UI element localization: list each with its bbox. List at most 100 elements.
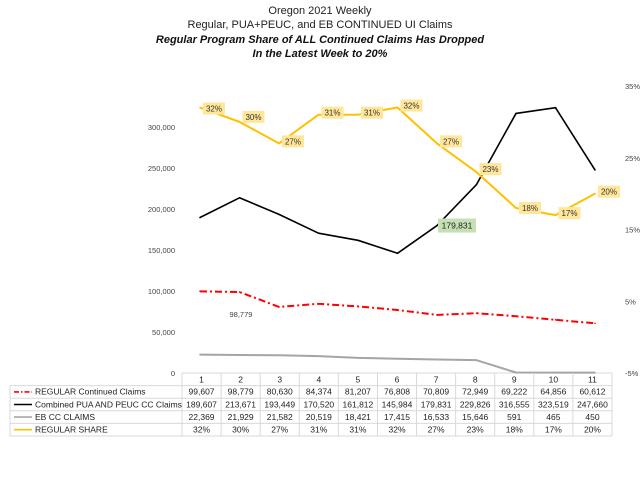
- series-line-0: [199, 290, 596, 325]
- data-point: [278, 213, 280, 216]
- data-point: [515, 207, 517, 209]
- data-point: [515, 315, 517, 318]
- share-label: 32%: [206, 105, 222, 114]
- table-cell: 20%: [584, 425, 601, 435]
- data-point: [238, 121, 241, 123]
- data-point: [515, 112, 517, 115]
- data-point: [278, 354, 280, 357]
- data-point: [317, 113, 320, 116]
- table-cell: 64,856: [540, 387, 566, 397]
- data-point: [436, 314, 438, 316]
- legend-entry: Combined PUA AND PEUC CC Claims: [35, 399, 182, 409]
- table-cell: 31%: [349, 425, 366, 435]
- share-label: 31%: [364, 109, 380, 118]
- table-cell: 31%: [310, 425, 327, 435]
- share-label: 30%: [245, 113, 261, 122]
- data-point: [475, 312, 478, 314]
- data-point: [199, 106, 201, 109]
- table-cell: 21,582: [267, 412, 293, 422]
- y-left-tick-label: 50,000: [152, 328, 175, 337]
- share-label-box: [400, 99, 423, 112]
- data-point: [396, 309, 399, 311]
- data-point: [554, 106, 557, 109]
- table-cell: 18,421: [345, 412, 371, 422]
- table-cell: 17%: [545, 425, 562, 435]
- share-label: 23%: [482, 165, 498, 174]
- share-label: 17%: [561, 209, 577, 218]
- data-point: [396, 106, 399, 109]
- table-cell: 27%: [271, 425, 288, 435]
- data-table: 1 2 3 4 5 6 7 8 9 10 11 REGULAR Continued Claims 99,…: [9, 373, 613, 437]
- data-point: [199, 290, 201, 293]
- chart-headline-2: In the Latest Week to 20%: [253, 48, 388, 60]
- share-label-box: [282, 135, 304, 148]
- table-cell: 189,607: [186, 399, 217, 409]
- y-left-tick-label: 100,000: [148, 287, 175, 296]
- table-cell: 161,812: [343, 399, 374, 409]
- table-cell: 72,949: [462, 387, 488, 397]
- x-tick-label: 2: [238, 375, 243, 385]
- legend-entry: EB CC CLAIMS: [35, 412, 95, 422]
- table-cell: 213,671: [225, 399, 256, 409]
- table-cell: 15,646: [462, 412, 488, 422]
- y-right-tick-label: 15%: [625, 226, 640, 235]
- data-point: [554, 319, 557, 321]
- legend-entry: REGULAR Continued Claims: [35, 387, 146, 397]
- chart-subtitle: Regular, PUA+PEUC, and EB CONTINUED UI C…: [188, 19, 453, 31]
- share-label-box: [203, 102, 225, 115]
- series-line-3: [199, 106, 596, 217]
- axes-group: 0 50,000 100,000 150,000 200,000 250,000 300,0…: [148, 82, 640, 378]
- table-cell: 84,374: [306, 387, 332, 397]
- data-point: [554, 214, 557, 216]
- table-cell: 30%: [232, 425, 249, 435]
- table-cell: 69,222: [501, 387, 527, 397]
- data-point: [554, 371, 557, 374]
- table-cell: 193,449: [264, 399, 295, 409]
- x-tick-label: 7: [434, 375, 439, 385]
- series-line-2: [199, 353, 596, 374]
- chart-title: Oregon 2021 Weekly: [268, 5, 372, 17]
- data-point: [594, 322, 596, 325]
- x-tick-label: 11: [588, 375, 597, 385]
- data-point: [475, 183, 478, 186]
- data-point: [238, 354, 241, 356]
- y-left-tick-label: 300,000: [148, 123, 175, 132]
- table-cell: 32%: [388, 425, 405, 435]
- data-point: [357, 239, 359, 242]
- table-cell: 229,826: [460, 399, 491, 409]
- data-point: [475, 171, 478, 173]
- share-label: 31%: [324, 109, 340, 118]
- data-point: [278, 306, 280, 308]
- data-point: [594, 192, 596, 195]
- y-right-tick-label: -5%: [625, 369, 639, 378]
- data-point: [396, 357, 399, 360]
- table-cell: 20,519: [306, 412, 332, 422]
- data-point: [238, 196, 241, 199]
- table-cell: 81,207: [345, 387, 371, 397]
- share-label-box: [519, 201, 541, 214]
- table-cell: 98,779: [228, 387, 254, 397]
- table-cell: 32%: [193, 425, 210, 435]
- x-tick-label: 10: [549, 375, 559, 385]
- table-cell: 16,533: [423, 412, 449, 422]
- callout-combined-box: [438, 218, 476, 233]
- table-cell: 170,520: [303, 399, 334, 409]
- share-label: 27%: [285, 137, 301, 146]
- y-left-tick-label: 250,000: [148, 164, 175, 173]
- y-left-tick-label: 0: [171, 369, 175, 378]
- x-tick-label: 5: [356, 375, 361, 385]
- table-cell: 450: [585, 412, 599, 422]
- table-cell: 247,660: [577, 399, 608, 409]
- table-cell: 27%: [428, 425, 445, 435]
- table-cell: 99,607: [189, 387, 215, 397]
- share-label-box: [558, 207, 581, 220]
- table-cell: 23%: [467, 425, 484, 435]
- data-point: [238, 291, 241, 293]
- data-point: [199, 216, 201, 219]
- data-point: [317, 232, 320, 234]
- data-labels-group: 32% 30% 27% 31% 31% 32% 27% 23% 18% 17% 20% 98,779 1…: [203, 99, 620, 319]
- table-cell: 18%: [506, 425, 523, 435]
- data-point: [594, 371, 596, 374]
- y-right-tick-label: 25%: [625, 154, 640, 163]
